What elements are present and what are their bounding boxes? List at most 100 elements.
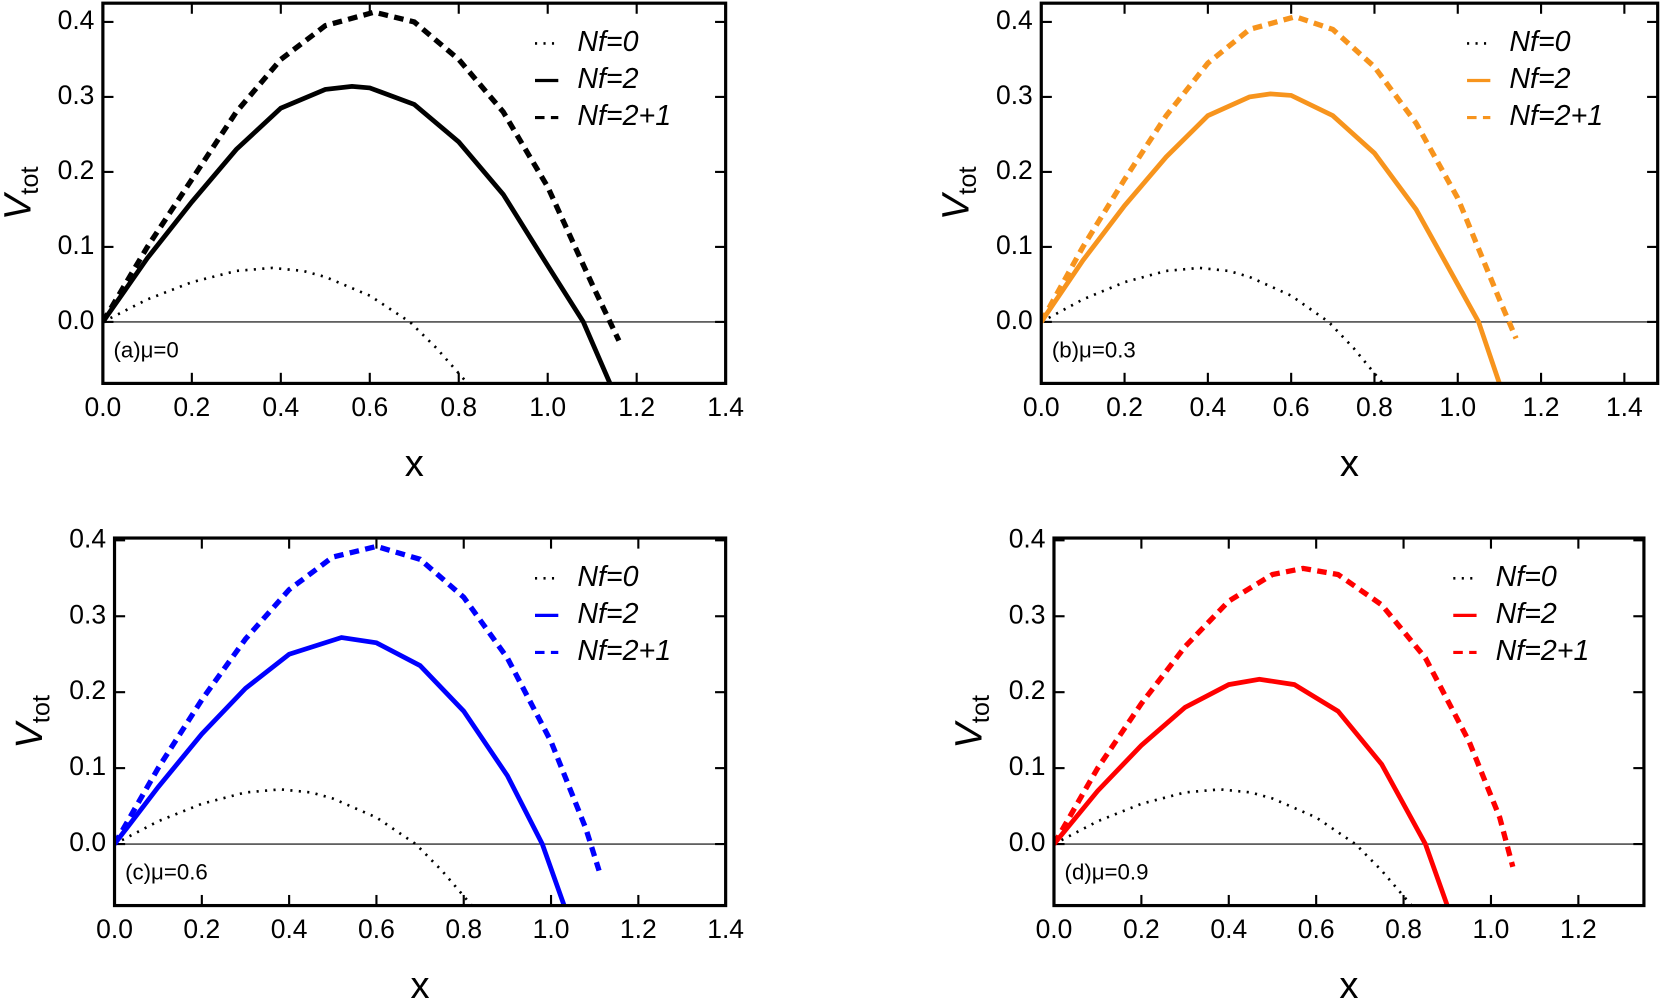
x-tick-label: 0.6 <box>1273 392 1310 422</box>
legend-label: Nf=2+1 <box>577 100 671 132</box>
x-tick-label: 0.0 <box>84 392 121 422</box>
panel: 0.0 0.2 0.4 0.6 0.8 1.0 1.2 1.4 0.0 0.1 0.2 0.3 0.4 N… <box>935 1 1660 485</box>
x-tick-label: 0.2 <box>1123 914 1160 944</box>
y-tick-label: 0.4 <box>996 5 1033 35</box>
x-tick-label: 1.2 <box>620 914 657 944</box>
y-tick-label: 0.2 <box>58 155 95 185</box>
x-tick-label: 0.8 <box>1356 392 1393 422</box>
x-tick-label: 0.0 <box>96 914 133 944</box>
legend-label: Nf=2 <box>577 63 638 95</box>
plot-frame <box>101 1 728 385</box>
y-tick-label: 0.3 <box>1009 599 1046 629</box>
series-line <box>1041 13 1519 340</box>
y-axis-label-main: V <box>947 720 990 749</box>
legend-label: Nf=2+1 <box>1509 100 1603 132</box>
y-tick-label: 0.2 <box>996 155 1033 185</box>
x-tick-label: 1.4 <box>1606 392 1643 422</box>
x-tick-label: 0.6 <box>351 392 388 422</box>
y-axis-label: Vtot <box>0 166 44 220</box>
x-tick-label: 0.4 <box>262 392 299 422</box>
y-tick-label: 0.0 <box>69 827 106 857</box>
plot-frame <box>1052 536 1646 908</box>
series-line <box>102 84 613 384</box>
x-tick-label: 0.2 <box>1106 392 1143 422</box>
plot-frame <box>1039 1 1660 385</box>
y-tick-label: 0.2 <box>69 675 106 705</box>
panel-annotation: (c)μ=0.6 <box>125 860 208 885</box>
y-axis-label-main: V <box>8 720 51 749</box>
legend-label: Nf=2+1 <box>577 635 671 667</box>
series-line <box>1053 565 1516 868</box>
x-axis-label: x <box>1340 442 1359 485</box>
x-tick-label: 1.2 <box>1523 392 1560 422</box>
series-line <box>102 9 622 342</box>
series-line <box>114 788 474 906</box>
y-tick-label: 0.1 <box>69 751 106 781</box>
x-axis-label: x <box>405 442 424 485</box>
x-tick-label: 0.4 <box>1210 914 1247 944</box>
legend-label: Nf=2 <box>1496 598 1557 630</box>
x-tick-label: 0.8 <box>1385 914 1422 944</box>
x-tick-label: 0.4 <box>1189 392 1226 422</box>
panel-annotation: (b)μ=0.3 <box>1052 338 1136 363</box>
y-axis-label: Vtot <box>947 695 994 749</box>
x-tick-label: 1.2 <box>1560 914 1597 944</box>
y-axis-label-sub: tot <box>16 166 44 194</box>
x-tick-label: 0.8 <box>440 392 477 422</box>
series-line <box>1041 91 1502 384</box>
series-line <box>1041 266 1384 384</box>
y-axis-label-sub: tot <box>954 166 982 194</box>
series-line <box>1053 676 1450 906</box>
legend-label: Nf=2 <box>1509 63 1570 95</box>
x-axis-label: x <box>411 964 430 1003</box>
series-line <box>102 266 469 384</box>
x-tick-label: 1.4 <box>707 392 744 422</box>
x-tick-label: 0.4 <box>271 914 308 944</box>
x-tick-label: 1.0 <box>533 914 570 944</box>
y-tick-label: 0.1 <box>58 230 95 260</box>
y-tick-label: 0.3 <box>996 80 1033 110</box>
y-tick-label: 0.4 <box>58 5 95 35</box>
y-tick-label: 0.0 <box>58 305 95 335</box>
x-tick-label: 0.0 <box>1036 914 1073 944</box>
y-tick-label: 0.4 <box>69 523 106 553</box>
y-axis-label-sub: tot <box>27 695 55 723</box>
y-tick-label: 0.4 <box>1009 523 1046 553</box>
y-axis-label-main: V <box>935 191 978 220</box>
x-tick-label: 1.0 <box>1473 914 1510 944</box>
y-tick-label: 0.0 <box>1009 827 1046 857</box>
plot-frame <box>112 536 728 908</box>
panel: 0.0 0.2 0.4 0.6 0.8 1.0 1.2 1.4 0.0 0.1 0.2 0.3 0.4 N… <box>8 523 744 1003</box>
x-axis-label: x <box>1339 964 1358 1003</box>
x-tick-label: 0.2 <box>173 392 210 422</box>
x-tick-label: 0.0 <box>1023 392 1060 422</box>
x-tick-label: 0.2 <box>183 914 220 944</box>
panel: 0.0 0.2 0.4 0.6 0.8 1.0 1.2 1.4 0.0 0.1 0.2 0.3 0.4 N… <box>0 1 744 485</box>
series-line <box>1053 788 1414 906</box>
x-tick-label: 1.0 <box>529 392 566 422</box>
legend-label: Nf=0 <box>1509 26 1570 58</box>
legend-label: Nf=2 <box>577 598 638 630</box>
x-tick-label: 0.6 <box>1298 914 1335 944</box>
legend-label: Nf=0 <box>577 26 638 58</box>
y-axis-label: Vtot <box>935 166 982 220</box>
x-tick-label: 1.0 <box>1439 392 1476 422</box>
panel-annotation: (a)μ=0 <box>113 338 178 363</box>
x-tick-label: 0.6 <box>358 914 395 944</box>
y-tick-label: 0.3 <box>58 80 95 110</box>
x-tick-label: 1.2 <box>618 392 655 422</box>
y-tick-label: 0.0 <box>996 305 1033 335</box>
y-axis-label-sub: tot <box>967 695 995 723</box>
x-tick-label: 0.8 <box>445 914 482 944</box>
x-tick-label: 1.4 <box>707 914 744 944</box>
y-axis-label-main: V <box>0 191 39 220</box>
y-tick-label: 0.2 <box>1009 675 1046 705</box>
series-line <box>114 635 567 906</box>
y-tick-label: 0.3 <box>69 599 106 629</box>
panel-annotation: (d)μ=0.9 <box>1065 860 1149 885</box>
legend-label: Nf=0 <box>1496 561 1557 593</box>
legend-label: Nf=0 <box>577 561 638 593</box>
y-tick-label: 0.1 <box>996 230 1033 260</box>
legend-label: Nf=2+1 <box>1496 635 1590 667</box>
